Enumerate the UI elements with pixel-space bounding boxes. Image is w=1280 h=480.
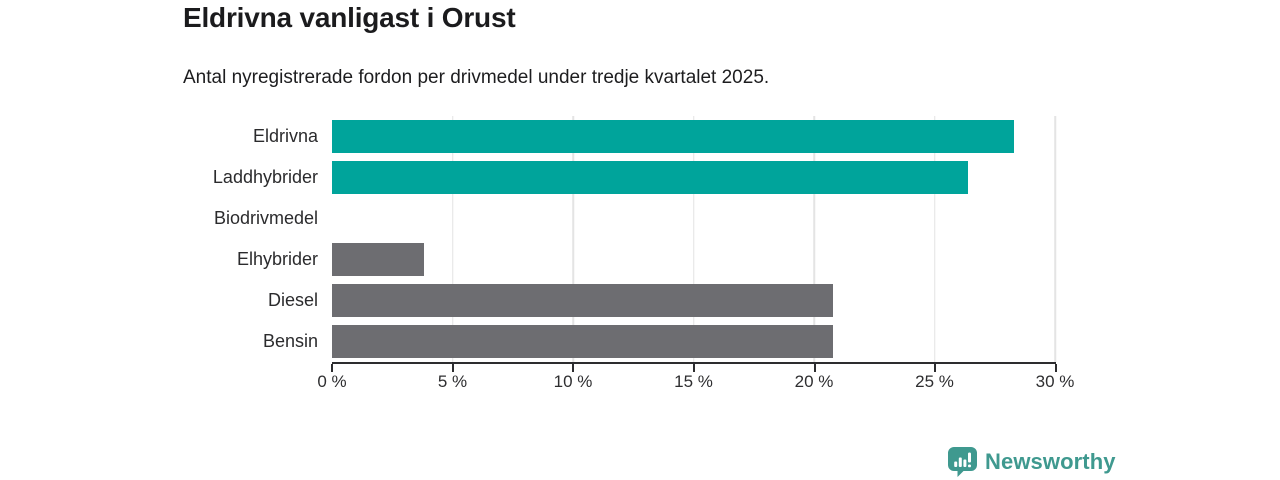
x-axis <box>331 362 1057 372</box>
bar <box>332 161 969 194</box>
gridline <box>1054 116 1056 362</box>
gridline <box>692 116 695 362</box>
brand-name: Newsworthy <box>985 448 1116 474</box>
bar-row: Bensin <box>263 321 1055 362</box>
x-axis-tick-label: 5 % <box>437 372 468 391</box>
category-label: Biodrivmedel <box>213 208 318 228</box>
plot-area: Eldrivna Laddhybrider Biodrivmedel Elhybrid… <box>213 116 1056 362</box>
bar <box>332 120 1015 153</box>
bar <box>332 284 834 317</box>
chart-subtitle: Antal nyregistrerade fordon per drivmede… <box>183 67 770 88</box>
gridline <box>933 116 936 362</box>
bar-row: Laddhybrider <box>213 157 1055 198</box>
x-axis-tick <box>693 364 695 372</box>
x-axis-tick <box>934 364 937 372</box>
x-axis-tick-label: 0 % <box>317 372 347 391</box>
x-axis-tick <box>451 364 454 372</box>
newsworthy-logo-icon <box>947 446 978 477</box>
brand-footer: Newsworthy <box>947 446 1116 477</box>
x-axis-tick <box>572 364 575 372</box>
chart-title: Eldrivna vanligast i Orust <box>183 2 516 33</box>
category-label: Bensin <box>262 331 318 351</box>
x-axis-tick-label: 30 % <box>1035 372 1075 391</box>
bar-row: Biodrivmedel <box>214 198 1055 239</box>
category-label: Elhybrider <box>236 249 318 269</box>
category-label: Diesel <box>267 290 318 310</box>
x-axis-tick <box>1055 364 1057 372</box>
category-label: Laddhybrider <box>212 167 318 187</box>
x-axis-tick-label: 25 % <box>915 372 954 391</box>
x-axis-tick-label: 15 % <box>674 372 713 391</box>
x-axis-tick <box>331 364 333 372</box>
bar-row: Eldrivna <box>253 116 1055 157</box>
category-label: Eldrivna <box>252 126 318 146</box>
x-axis-tick <box>813 364 816 372</box>
gridline <box>572 116 574 362</box>
bar <box>332 325 834 358</box>
gridline <box>451 116 454 362</box>
bar-row: Diesel <box>268 280 1055 321</box>
x-axis-tick-label: 20 % <box>794 372 834 391</box>
gridline <box>813 116 815 362</box>
bar <box>332 243 424 276</box>
bar-row: Elhybrider <box>237 239 1055 280</box>
x-axis-tick-label: 10 % <box>553 372 593 391</box>
